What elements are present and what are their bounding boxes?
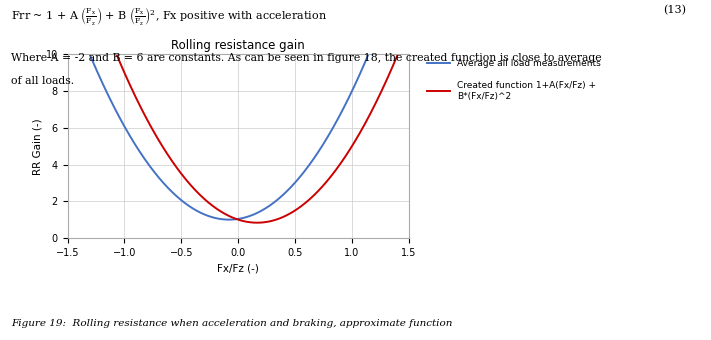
Y-axis label: RR Gain (-): RR Gain (-)	[33, 118, 43, 174]
Average all load measurements	[225, 218, 234, 222]
Created function 1+A(Fx/Fz) +
B*(Fx/Fz)^2	[321, 181, 329, 185]
Created function 1+A(Fx/Fz) +
B*(Fx/Fz)^2	[124, 79, 132, 83]
Text: of all loads.: of all loads.	[11, 76, 74, 86]
Text: Frr ~ 1 + A $\mathregular{\left(\frac{F_x}{F_z}\right)}$ + B $\mathregular{\left: Frr ~ 1 + A $\mathregular{\left(\frac{F_…	[11, 5, 326, 27]
Average all load measurements	[124, 131, 132, 135]
Average all load measurements	[218, 217, 226, 221]
Created function 1+A(Fx/Fz) +
B*(Fx/Fz)^2	[253, 221, 262, 225]
X-axis label: Fx/Fz (-): Fx/Fz (-)	[218, 263, 259, 273]
Line: Created function 1+A(Fx/Fz) +
B*(Fx/Fz)^2: Created function 1+A(Fx/Fz) + B*(Fx/Fz)^…	[68, 0, 409, 223]
Text: Where A = -2 and B = 6 are constants. As can be seen in figure 18, the created f: Where A = -2 and B = 6 are constants. As…	[11, 53, 602, 63]
Created function 1+A(Fx/Fz) +
B*(Fx/Fz)^2	[218, 210, 226, 214]
Created function 1+A(Fx/Fz) +
B*(Fx/Fz)^2	[292, 208, 300, 212]
Line: Average all load measurements: Average all load measurements	[68, 0, 409, 220]
Average all load measurements	[265, 204, 274, 208]
Legend: Average all load measurements, Created function 1+A(Fx/Fz) +
B*(Fx/Fz)^2: Average all load measurements, Created f…	[427, 59, 601, 101]
Created function 1+A(Fx/Fz) +
B*(Fx/Fz)^2	[151, 132, 159, 136]
Created function 1+A(Fx/Fz) +
B*(Fx/Fz)^2	[265, 219, 274, 223]
Title: Rolling resistance gain: Rolling resistance gain	[171, 39, 305, 52]
Average all load measurements	[151, 171, 159, 175]
Text: Figure 19:  Rolling resistance when acceleration and braking, approximate functi: Figure 19: Rolling resistance when accel…	[11, 319, 452, 328]
Average all load measurements	[292, 180, 300, 184]
Average all load measurements	[321, 139, 329, 143]
Created function 1+A(Fx/Fz) +
B*(Fx/Fz)^2	[405, 25, 413, 29]
Text: (13): (13)	[663, 5, 686, 15]
